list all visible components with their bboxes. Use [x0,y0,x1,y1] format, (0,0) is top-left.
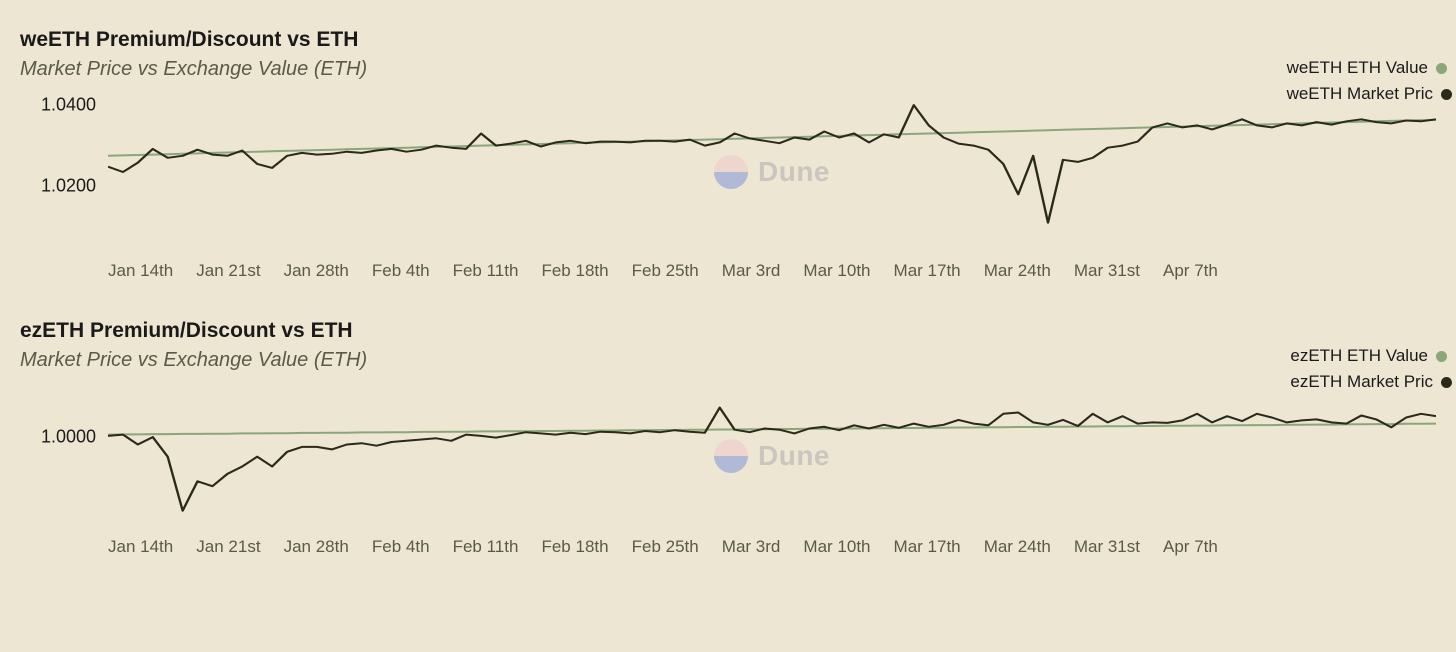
xtick: Mar 10th [803,261,870,281]
xtick: Mar 17th [894,537,961,557]
legend-dot-icon [1441,377,1452,388]
ezeth-plot [108,388,1436,523]
ytick: 1.0200 [41,176,96,197]
legend-item: weETH ETH Value [1287,58,1452,78]
xtick: Feb 11th [453,537,519,557]
xtick: Feb 18th [541,261,608,281]
xtick: Jan 21st [196,261,260,281]
xtick: Mar 3rd [722,261,781,281]
xtick: Feb 11th [453,261,519,281]
ezeth-xaxis: Jan 14th Jan 21st Jan 28th Feb 4th Feb 11th F… [108,523,1218,557]
legend-dot-icon [1436,63,1447,74]
xtick: Jan 14th [108,537,173,557]
xtick: Mar 17th [894,261,961,281]
xtick: Mar 31st [1074,261,1140,281]
xtick: Jan 28th [284,261,349,281]
ezeth-title: ezETH Premium/Discount vs ETH [20,319,1436,343]
legend-item: ezETH ETH Value [1290,346,1452,366]
series-line [108,408,1436,511]
legend-label: ezETH Market Pric [1290,372,1433,392]
weeth-title: weETH Premium/Discount vs ETH [20,28,1436,52]
weeth-legend: weETH ETH Value weETH Market Pric [1287,58,1452,104]
xtick: Apr 7th [1163,537,1218,557]
legend-dot-icon [1441,89,1452,100]
legend-label: weETH ETH Value [1287,58,1428,78]
xtick: Feb 4th [372,537,430,557]
xtick: Mar 24th [984,261,1051,281]
xtick: Feb 4th [372,261,430,281]
series-line [108,105,1436,223]
legend-item: ezETH Market Pric [1290,372,1452,392]
xtick: Apr 7th [1163,261,1218,281]
xtick: Mar 3rd [722,537,781,557]
legend-label: ezETH ETH Value [1290,346,1428,366]
xtick: Jan 14th [108,261,173,281]
xtick: Mar 31st [1074,537,1140,557]
xtick: Mar 10th [803,537,870,557]
ytick: 1.0400 [41,95,96,116]
legend-item: weETH Market Pric [1287,84,1452,104]
weeth-yaxis: 1.0200 1.0400 [20,97,108,247]
xtick: Feb 25th [632,261,699,281]
legend-dot-icon [1436,351,1447,362]
weeth-xaxis: Jan 14th Jan 21st Jan 28th Feb 4th Feb 11th F… [108,247,1218,281]
ezeth-yaxis: 1.0000 [20,388,108,523]
xtick: Mar 24th [984,537,1051,557]
xtick: Feb 18th [541,537,608,557]
weeth-plot [108,97,1436,247]
xtick: Feb 25th [632,537,699,557]
series-line [108,120,1436,156]
xtick: Jan 28th [284,537,349,557]
ezeth-chart-panel: ezETH Premium/Discount vs ETH Market Pric… [0,291,1456,567]
ezeth-subtitle: Market Price vs Exchange Value (ETH) [20,349,1436,372]
weeth-chart-panel: weETH Premium/Discount vs ETH Market Pric… [0,0,1456,291]
ytick: 1.0000 [41,427,96,448]
xtick: Jan 21st [196,537,260,557]
ezeth-legend: ezETH ETH Value ezETH Market Pric [1290,346,1452,392]
weeth-subtitle: Market Price vs Exchange Value (ETH) [20,58,1436,81]
legend-label: weETH Market Pric [1287,84,1433,104]
